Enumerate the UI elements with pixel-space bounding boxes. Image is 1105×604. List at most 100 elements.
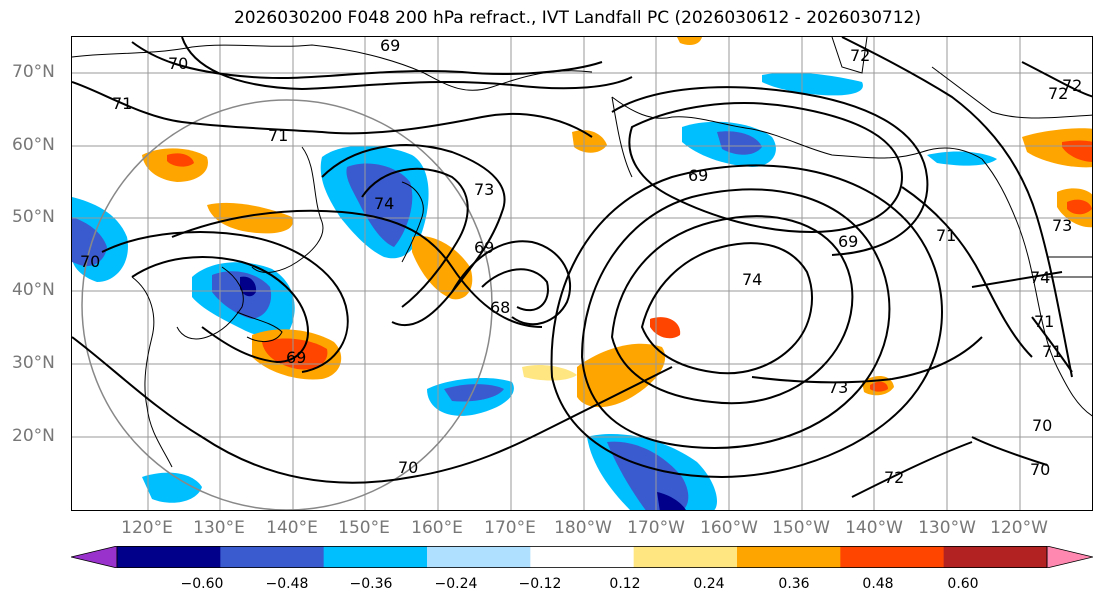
contour-label: 72 xyxy=(1062,76,1082,95)
contour-label: 72 xyxy=(1048,84,1068,103)
lat-label-40n: 40°N xyxy=(12,280,55,300)
contour-label: 70 xyxy=(398,458,418,477)
contour-70-alaska xyxy=(611,86,929,256)
contour-label: 71 xyxy=(1034,312,1054,331)
contour-label: 69 xyxy=(688,166,708,185)
lon-label-160w: 160°W xyxy=(700,518,758,538)
contour-70-north xyxy=(131,41,603,80)
shading-orange-bering xyxy=(572,130,607,153)
colorbar-segment xyxy=(633,546,738,568)
shading-dark-southeast xyxy=(607,441,689,510)
lon-label-160e: 160°E xyxy=(411,518,463,538)
lon-label-170e: 170°E xyxy=(484,518,536,538)
shading-red-bc xyxy=(1067,199,1092,215)
contour-label: 68 xyxy=(490,298,510,317)
contour-69-mid xyxy=(451,240,572,326)
contour-label: 73 xyxy=(474,180,494,199)
colorbar-tick: 0.12 xyxy=(609,576,641,592)
lat-label-60n: 60°N xyxy=(12,135,55,155)
colorbar-segment xyxy=(323,546,428,568)
shading-layer xyxy=(72,37,1092,510)
contour-label: 72 xyxy=(884,468,904,487)
contour-68-mid xyxy=(481,268,549,312)
contour-label: 69 xyxy=(380,37,400,55)
contour-74-high xyxy=(640,242,813,375)
colorbar-tick: 0.60 xyxy=(947,576,979,592)
lon-label-170w: 170°W xyxy=(627,518,685,538)
colorbar-extend-high xyxy=(1046,546,1093,568)
lon-label-130w: 130°W xyxy=(918,518,976,538)
lat-label-50n: 50°N xyxy=(12,207,55,227)
contour-label: 74 xyxy=(742,270,762,289)
contour-69-japan xyxy=(131,256,309,364)
contour-label: 70 xyxy=(80,252,100,271)
contour-label: 69 xyxy=(286,348,306,367)
map-panel: 69 70 71 72 73 74 68 69 73 74 69 71 72 7… xyxy=(71,36,1093,511)
contour-label: 71 xyxy=(936,226,956,245)
shading-yellow-subtrop xyxy=(522,364,577,381)
lon-label-140w: 140°W xyxy=(845,518,903,538)
lon-label-120w: 120°W xyxy=(990,518,1048,538)
contour-72-east xyxy=(1021,61,1092,98)
contour-label: 69 xyxy=(838,232,858,251)
lon-label-120e: 120°E xyxy=(121,518,173,538)
shading-dark-japan xyxy=(212,271,272,319)
contour-label: 70 xyxy=(1032,416,1052,435)
colorbar-segment xyxy=(943,546,1048,568)
shading-dark-central xyxy=(444,384,504,402)
colorbar-tick: −0.24 xyxy=(434,576,478,592)
lon-label-180w: 180°W xyxy=(554,518,612,538)
contour-73-high xyxy=(610,215,854,405)
lon-label-140e: 140°E xyxy=(266,518,318,538)
shading-dark-okhotsk xyxy=(346,163,413,247)
contour-74-east xyxy=(971,271,1063,288)
lat-label-70n: 70°N xyxy=(12,62,55,82)
colorbar-segment xyxy=(737,546,841,568)
lon-label-150w: 150°W xyxy=(772,518,830,538)
contour-label: 70 xyxy=(1030,460,1050,479)
colorbar-tick: −0.36 xyxy=(349,576,393,592)
shading-orange-subtrop xyxy=(577,343,666,408)
contour-71-japan xyxy=(101,231,349,373)
lat-label-30n: 30°N xyxy=(12,353,55,373)
colorbar-segment xyxy=(427,546,531,568)
contour-label: 71 xyxy=(1042,342,1062,361)
colorbar-extend-low xyxy=(71,546,118,568)
contour-74-loop xyxy=(361,167,469,308)
map-title: 2026030200 F048 200 hPa refract., IVT La… xyxy=(233,8,921,28)
lon-label-130e: 130°E xyxy=(193,518,245,538)
contour-69-north xyxy=(181,37,633,91)
contour-71-ne xyxy=(901,186,1033,358)
contour-73-sw xyxy=(751,336,983,384)
shading-orange-top xyxy=(677,37,702,45)
colorbar-border xyxy=(116,546,1048,568)
contour-72-high xyxy=(580,188,891,449)
colorbar xyxy=(71,546,1093,568)
lat-label-20n: 20°N xyxy=(12,426,55,446)
colorbar-tick: 0.36 xyxy=(778,576,810,592)
shading-red-subtrop xyxy=(650,317,681,339)
colorbar-tick: 0.48 xyxy=(862,576,894,592)
coastlines xyxy=(72,37,1092,468)
colorbar-tick: −0.12 xyxy=(518,576,562,592)
shading-blue-alaska-ne xyxy=(927,151,997,166)
contour-69-alaska xyxy=(628,102,904,234)
contour-label: 70 xyxy=(168,54,188,73)
contour-73-loop xyxy=(321,144,506,327)
colorbar-segment xyxy=(220,546,325,568)
colorbar-tick: −0.60 xyxy=(180,576,224,592)
colorbar-tick: −0.48 xyxy=(265,576,309,592)
contour-72-se xyxy=(851,441,973,498)
shading-orange-ne xyxy=(1022,128,1092,168)
contours xyxy=(72,37,1092,498)
range-circle xyxy=(81,99,493,510)
contour-label: 73 xyxy=(828,378,848,397)
contour-label: 71 xyxy=(112,94,132,113)
contour-72-ne xyxy=(841,37,1073,378)
contour-label: 72 xyxy=(850,46,870,65)
contour-label: 71 xyxy=(268,126,288,145)
colorbar-segment xyxy=(117,546,221,568)
contour-72-arc xyxy=(171,209,543,328)
lon-label-150e: 150°E xyxy=(338,518,390,538)
contour-label: 74 xyxy=(374,194,394,213)
